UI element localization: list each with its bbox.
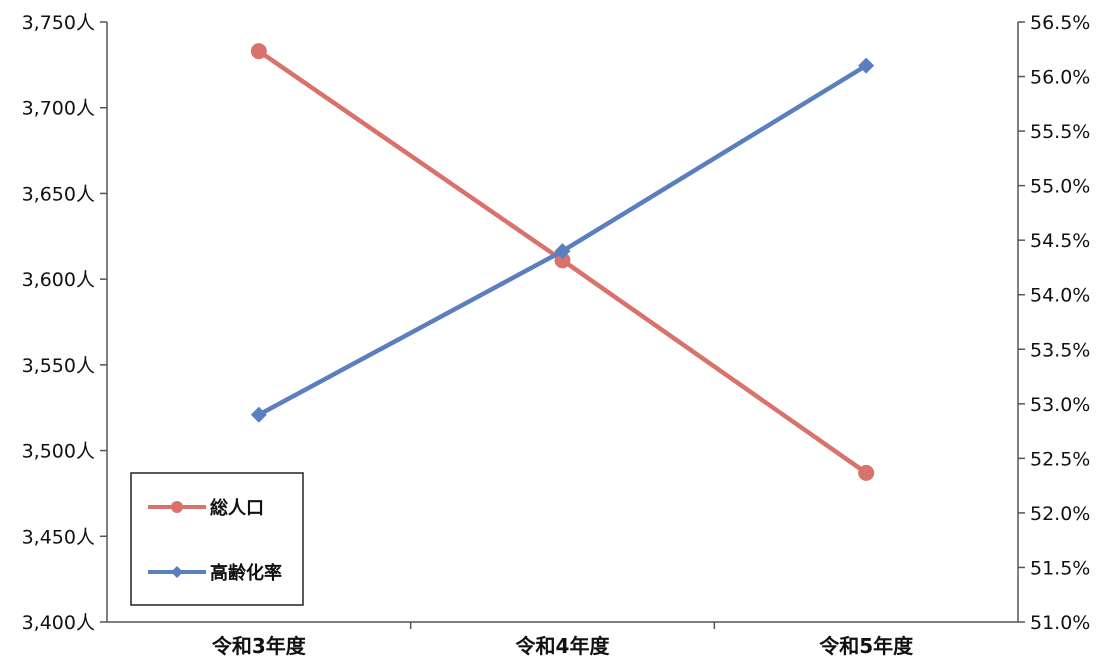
data-point-total-population (858, 464, 875, 481)
right-tick-label: 56.5% (1030, 12, 1090, 34)
left-tick-label: 3,650人 (22, 183, 95, 205)
data-point-aging-rate (858, 57, 875, 74)
category-axis-ticks: 令和3年度 令和4年度 令和5年度 (212, 622, 914, 658)
right-tick-label: 51.0% (1030, 612, 1090, 634)
series-line-aging-rate (257, 63, 868, 417)
left-tick-label: 3,500人 (22, 441, 95, 463)
category-label: 令和3年度 (212, 634, 307, 658)
right-tick-label: 53.0% (1030, 394, 1090, 416)
right-tick-label: 54.0% (1030, 285, 1090, 307)
right-tick-label: 54.5% (1030, 230, 1090, 252)
series-layer (250, 43, 875, 481)
data-point-total-population (250, 43, 267, 60)
left-tick-label: 3,750人 (22, 12, 95, 34)
legend-label-total-population: 総人口 (210, 497, 264, 519)
axes (106, 22, 1019, 623)
left-tick-label: 3,550人 (22, 355, 95, 377)
right-tick-label: 53.5% (1030, 339, 1090, 361)
legend-box (130, 472, 304, 606)
right-tick-label: 52.5% (1030, 448, 1090, 470)
left-tick-label: 3,450人 (22, 526, 95, 548)
right-tick-label: 55.0% (1030, 176, 1090, 198)
data-point-aging-rate (554, 243, 571, 260)
right-axis-ticks: 51.0% 51.5% 52.0% 52.5% 53.0% 53.5% 54.0% 54.5%… (1018, 12, 1090, 634)
data-point-aging-rate (250, 406, 267, 423)
legend: 総人口 高齢化率 (130, 472, 304, 606)
right-tick-label: 56.0% (1030, 67, 1090, 89)
left-tick-label: 3,600人 (22, 269, 95, 291)
right-tick-label: 55.5% (1030, 121, 1090, 143)
left-axis-ticks: 3,400人 3,450人 3,500人 3,550人 3,600人 3,650人 3,70… (22, 12, 107, 634)
right-tick-label: 51.5% (1030, 557, 1090, 579)
left-tick-label: 3,400人 (22, 612, 95, 634)
legend-marker-total-population (171, 501, 183, 513)
left-tick-label: 3,700人 (22, 98, 95, 120)
data-point-total-population (554, 252, 571, 269)
right-tick-label: 52.0% (1030, 503, 1090, 525)
category-label: 令和4年度 (516, 634, 611, 658)
legend-label-aging-rate: 高齢化率 (210, 562, 282, 584)
legend-marker-aging-rate (171, 566, 183, 578)
category-label: 令和5年度 (819, 634, 914, 658)
